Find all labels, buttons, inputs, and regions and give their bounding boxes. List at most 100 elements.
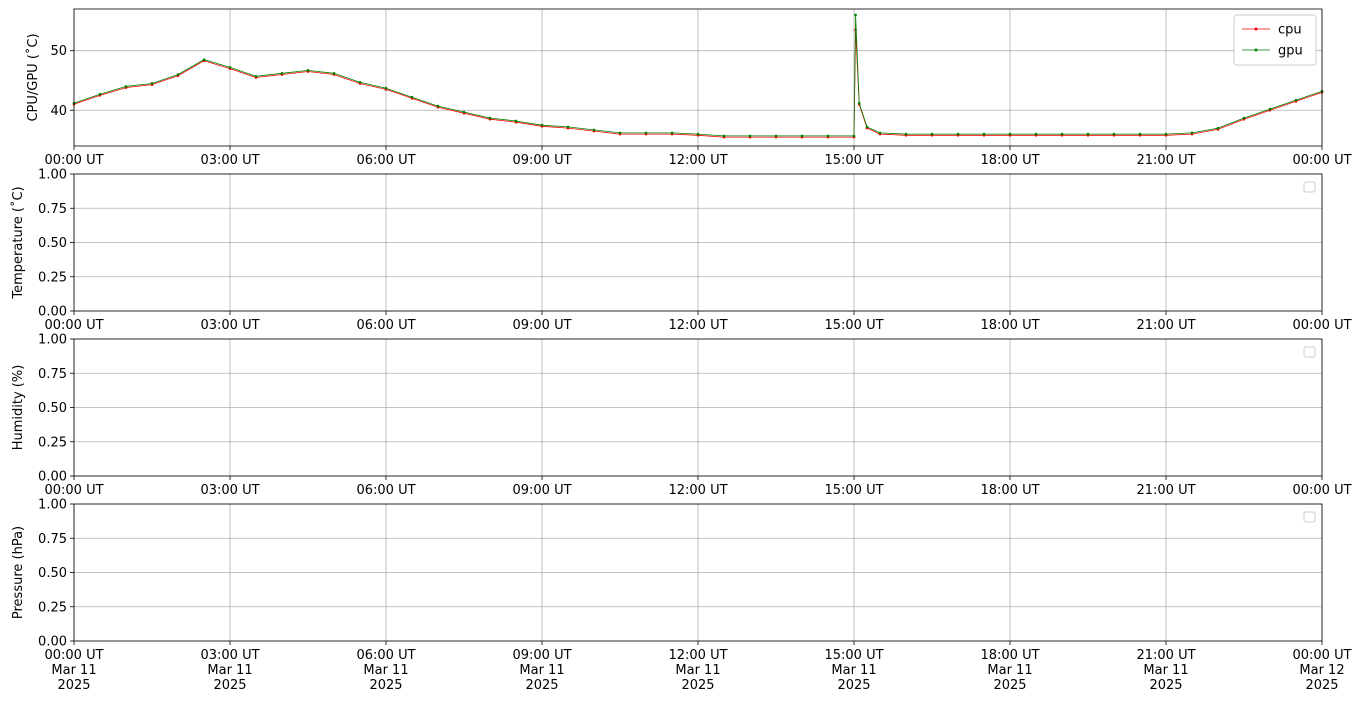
data-point (956, 132, 960, 136)
y-tick-label: 0.50 (38, 566, 67, 581)
data-point (566, 125, 570, 129)
legend-box (1303, 346, 1316, 358)
x-tick-label: 15:00 UT (824, 153, 883, 168)
data-point (696, 132, 700, 136)
legend-marker (1254, 48, 1258, 52)
x-tick-label: 09:00 UT Mar 11 2025 (512, 648, 571, 693)
y-tick-label: 0.75 (38, 532, 67, 547)
x-tick-label: 03:00 UT (200, 153, 259, 168)
x-tick-label: 06:00 UT (356, 153, 415, 168)
x-tick-label: 21:00 UT Mar 11 2025 (1136, 648, 1195, 693)
y-tick-label: 1.00 (38, 168, 67, 183)
data-point (670, 131, 674, 135)
y-tick-label: 0.00 (38, 470, 67, 485)
y-tick-label: 50 (50, 44, 67, 59)
y-axis-label: Humidity (%) (11, 365, 26, 451)
data-point (358, 80, 362, 84)
data-point (332, 72, 336, 75)
x-tick-label: 00:00 UT Mar 11 2025 (44, 648, 103, 693)
data-point (436, 104, 440, 108)
x-tick-label: 18:00 UT (980, 483, 1039, 498)
x-tick-label: 18:00 UT (980, 318, 1039, 333)
axes-frame (73, 503, 1323, 642)
y-axis-label: Pressure (hPa) (11, 526, 26, 619)
data-point (644, 131, 648, 135)
legend-box (1233, 14, 1317, 66)
legend-marker (1254, 27, 1258, 31)
data-point (150, 82, 154, 85)
x-tick-label: 12:00 UT (668, 153, 727, 168)
data-point (904, 132, 908, 136)
data-point (854, 13, 857, 17)
x-tick-label: 09:00 UT (512, 153, 571, 168)
y-tick-label: 0.00 (38, 635, 67, 650)
y-tick-label: 0.00 (38, 305, 67, 320)
data-point (826, 134, 830, 138)
x-tick-label: 18:00 UT Mar 11 2025 (980, 648, 1039, 693)
data-point (1138, 132, 1142, 136)
x-tick-label: 12:00 UT Mar 11 2025 (668, 648, 727, 693)
legend-label: gpu (1278, 44, 1303, 59)
data-point (1190, 131, 1194, 135)
data-point (98, 92, 102, 96)
data-point (410, 95, 414, 99)
y-tick-label: 1.00 (38, 333, 67, 348)
y-tick-label: 0.25 (38, 270, 67, 285)
y-tick-label: 0.25 (38, 600, 67, 615)
data-point (1060, 132, 1064, 136)
subplot: 00:00 UT 03:00 UT 06:00 UT 09:00 UT 12:00 UT… (11, 333, 1352, 499)
x-tick-label: 00:00 UT (44, 483, 103, 498)
data-point (774, 134, 778, 138)
y-tick-label: 0.25 (38, 435, 67, 450)
x-tick-label: 06:00 UT (356, 318, 415, 333)
data-point (982, 132, 986, 136)
legend-box (1303, 181, 1316, 193)
data-point (1034, 132, 1038, 136)
x-tick-label: 06:00 UT (356, 483, 415, 498)
y-axis-label: Temperature (˚C) (10, 186, 26, 299)
x-tick-label: 09:00 UT (512, 483, 571, 498)
data-point (1112, 132, 1116, 136)
x-tick-label: 21:00 UT (1136, 318, 1195, 333)
axes-frame (73, 338, 1323, 477)
data-point (857, 101, 861, 105)
subplot: 00:00 UT 03:00 UT 06:00 UT 09:00 UT 12:00 UT… (25, 8, 1352, 168)
data-point (488, 116, 492, 120)
data-point (1164, 132, 1168, 136)
data-point (202, 58, 206, 61)
x-tick-label: 00:00 UT (44, 318, 103, 333)
data-point (852, 134, 856, 138)
y-tick-label: 0.75 (38, 202, 67, 217)
x-tick-label: 00:00 UT (44, 153, 103, 168)
y-axis-label: CPU/GPU (˚C) (25, 33, 41, 121)
y-tick-label: 0.50 (38, 401, 67, 416)
data-point (228, 66, 232, 69)
axes-frame (73, 173, 1323, 312)
data-point (865, 125, 869, 129)
subplot: 00:00 UT Mar 11 2025 03:00 UT Mar 11 2025 06:0… (11, 498, 1352, 693)
x-tick-label: 06:00 UT Mar 11 2025 (356, 648, 415, 693)
x-tick-label: 18:00 UT (980, 153, 1039, 168)
data-point (1268, 107, 1272, 111)
y-tick-label: 0.75 (38, 367, 67, 382)
series-line (73, 14, 1323, 137)
data-point (722, 134, 726, 138)
subplot: 00:00 UT 03:00 UT 06:00 UT 09:00 UT 12:00 UT… (10, 168, 1352, 334)
data-point (462, 110, 466, 114)
data-point (1086, 132, 1090, 136)
data-point (878, 131, 882, 135)
series-line (73, 29, 1323, 138)
data-point (306, 69, 310, 72)
x-tick-label: 15:00 UT (824, 318, 883, 333)
data-point (592, 128, 596, 132)
y-tick-label: 1.00 (38, 498, 67, 513)
data-point (1216, 126, 1220, 130)
axes-frame (73, 8, 1323, 147)
legend-label: cpu (1278, 23, 1302, 38)
legend-box (1303, 511, 1316, 523)
x-tick-label: 21:00 UT (1136, 153, 1195, 168)
x-tick-label: 00:00 UT Mar 12 2025 (1292, 648, 1351, 693)
data-point (618, 131, 622, 135)
data-point (124, 85, 128, 88)
